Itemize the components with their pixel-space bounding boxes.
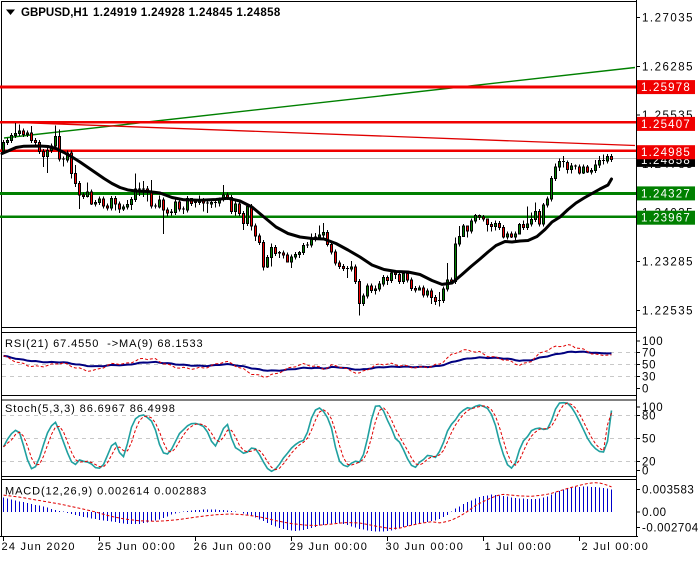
svg-text:29 Jun 00:00: 29 Jun 00:00 <box>290 541 369 553</box>
svg-text:20: 20 <box>642 457 656 469</box>
svg-text:25 Jun 00:00: 25 Jun 00:00 <box>98 541 177 553</box>
svg-text:Stoch(5,3,3) 86.6967 86.4998: Stoch(5,3,3) 86.6967 86.4998 <box>5 403 176 415</box>
svg-text:-0.002704: -0.002704 <box>642 522 699 534</box>
svg-text:50: 50 <box>642 359 656 371</box>
svg-text:30 Jun 00:00: 30 Jun 00:00 <box>386 541 465 553</box>
svg-text:26 Jun 00:00: 26 Jun 00:00 <box>194 541 273 553</box>
svg-text:1.27035: 1.27035 <box>642 13 694 25</box>
svg-text:0.00: 0.00 <box>642 507 667 519</box>
svg-text:0.003583: 0.003583 <box>642 485 694 497</box>
svg-text:1.25978: 1.25978 <box>641 82 691 94</box>
svg-text:GBPUSD,H1: GBPUSD,H1 <box>21 7 89 19</box>
svg-text:0: 0 <box>642 384 649 396</box>
svg-text:1.24985: 1.24985 <box>641 147 691 159</box>
svg-text:MACD(12,26,9) 0.002614 0.00288: MACD(12,26,9) 0.002614 0.002883 <box>5 486 207 498</box>
svg-text:80: 80 <box>642 411 656 423</box>
svg-text:70: 70 <box>642 347 656 359</box>
svg-text:2 Jul 00:00: 2 Jul 00:00 <box>582 541 650 553</box>
svg-text:1.22535: 1.22535 <box>642 305 694 317</box>
svg-text:100: 100 <box>642 402 663 414</box>
svg-text:1.25407: 1.25407 <box>641 119 691 131</box>
svg-text:30: 30 <box>642 372 656 384</box>
svg-text:24 Jun 2020: 24 Jun 2020 <box>2 541 76 553</box>
svg-text:50: 50 <box>642 434 656 446</box>
svg-text:1.24919 1.24928 1.24845 1.2485: 1.24919 1.24928 1.24845 1.24858 <box>93 7 281 19</box>
svg-text:1 Jul 00:00: 1 Jul 00:00 <box>485 541 553 553</box>
svg-text:100: 100 <box>642 336 663 348</box>
svg-text:0: 0 <box>642 466 649 478</box>
svg-text:RSI(21) 67.4550 ->MA(9) 68.15: RSI(21) 67.4550 ->MA(9) 68.1533 <box>5 338 203 350</box>
svg-text:1.24327: 1.24327 <box>641 188 691 200</box>
svg-text:1.26285: 1.26285 <box>642 61 694 73</box>
svg-text:1.23285: 1.23285 <box>642 257 694 269</box>
svg-text:1.23967: 1.23967 <box>641 213 691 225</box>
